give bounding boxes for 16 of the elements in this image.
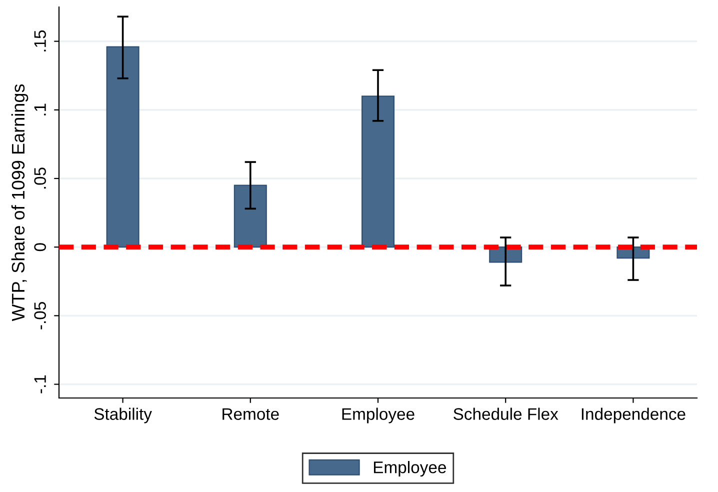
y-tick-label: .1 <box>34 104 46 116</box>
x-tick-label: Schedule Flex <box>454 408 558 420</box>
y-axis-title: WTP, Share of 1099 Earnings <box>11 84 28 322</box>
x-tick-label: Remote <box>222 408 279 420</box>
x-tick-label: Stability <box>94 408 152 424</box>
y-tick-label: .05 <box>34 168 46 189</box>
x-tick-label: Independence <box>582 408 686 424</box>
bar <box>234 184 267 248</box>
y-tick-label: -.05 <box>34 302 46 330</box>
bar <box>361 96 395 248</box>
y-tick-label: -.1 <box>34 375 46 394</box>
bar <box>106 46 140 248</box>
x-tick-label: Employee <box>342 408 414 424</box>
y-tick-label: 0 <box>34 243 46 252</box>
y-tick-label: .15 <box>34 30 46 52</box>
legend-label: Employee <box>374 461 446 477</box>
